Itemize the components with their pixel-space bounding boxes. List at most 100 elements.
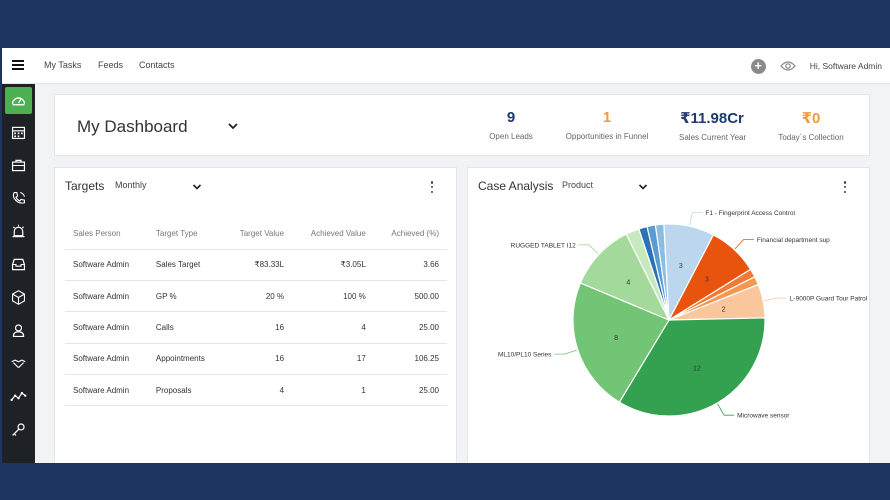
stat-value: ₹11.98Cr bbox=[680, 110, 744, 127]
table-cell: Proposals bbox=[147, 374, 223, 407]
table-cell: Software Admin bbox=[65, 311, 148, 344]
more-options-icon[interactable] bbox=[843, 181, 847, 193]
pie-slice[interactable] bbox=[625, 228, 670, 321]
table-header-row: Sales Person Target Type Target Value Ac… bbox=[65, 218, 447, 250]
targets-period-select[interactable]: Monthly bbox=[115, 180, 147, 190]
nav-feeds[interactable]: Feeds bbox=[98, 60, 124, 70]
briefcase-icon bbox=[11, 159, 26, 172]
pie-category-label: Microwave sensor bbox=[737, 413, 790, 420]
table-row[interactable]: Software Admin GP % 20 % 100 % 500.00 bbox=[65, 280, 447, 313]
targets-table: Sales Person Target Type Target Value Ac… bbox=[65, 218, 447, 407]
case-analysis-panel: Case Analysis Product 3 F1 - Fingerprint … bbox=[467, 167, 870, 463]
dashboard-icon bbox=[11, 97, 26, 106]
dashboard-header: My Dashboard 9 Open Leads 1 Opportunitie… bbox=[54, 94, 870, 156]
table-cell: Software Admin bbox=[65, 249, 148, 281]
table-cell: 16 bbox=[222, 343, 293, 376]
table-cell: 4 bbox=[222, 374, 293, 407]
table-row[interactable]: Software Admin Proposals 4 1 25.00 bbox=[65, 374, 447, 407]
app-frame: My Tasks Feeds Contacts + Hi, Software A… bbox=[2, 48, 890, 463]
sidebar-item-settings[interactable] bbox=[5, 416, 32, 443]
sidebar-item-users[interactable] bbox=[5, 317, 32, 344]
calendar-icon bbox=[11, 126, 26, 140]
pie-category-label: F1 - Fingerprint Access Control bbox=[705, 210, 795, 217]
chevron-down-icon[interactable] bbox=[638, 182, 648, 192]
pie-leader-line bbox=[734, 238, 754, 250]
sidebar-item-alerts[interactable] bbox=[5, 218, 32, 245]
table-cell: GP % bbox=[147, 280, 223, 313]
case-analysis-group-select[interactable]: Product bbox=[562, 180, 594, 190]
column-header: Sales Person bbox=[65, 218, 148, 250]
pie-slice[interactable] bbox=[572, 282, 670, 404]
table-cell: Calls bbox=[147, 311, 223, 344]
pie-leader-line bbox=[578, 244, 599, 255]
stat-opportunities[interactable]: 1 Opportunities in Funnel bbox=[565, 109, 649, 141]
pie-value-label: 3 bbox=[705, 277, 709, 284]
sidebar-item-dashboard[interactable] bbox=[5, 87, 32, 114]
pie-slice[interactable] bbox=[579, 233, 671, 322]
pie-category-label: RUGGED TABLET I12 bbox=[511, 242, 576, 249]
table-row[interactable]: Software Admin Sales Target ₹83.33L ₹3.05L 3… bbox=[65, 249, 447, 281]
nav-my-tasks[interactable]: My Tasks bbox=[44, 60, 82, 70]
pie-leader-line bbox=[763, 297, 787, 302]
add-icon[interactable]: + bbox=[750, 58, 766, 74]
pie-value-label: 3 bbox=[679, 263, 683, 270]
sidebar-item-products[interactable] bbox=[5, 284, 32, 311]
table-row[interactable]: Software Admin Appointments 16 17 106.25 bbox=[65, 343, 447, 376]
sidebar-item-calls[interactable] bbox=[5, 185, 32, 212]
top-bar: My Tasks Feeds Contacts + Hi, Software A… bbox=[2, 48, 890, 84]
pie-category-label: Financial department sup bbox=[757, 237, 830, 244]
stat-open-leads[interactable]: 9 Open Leads bbox=[489, 109, 533, 141]
pie-leader-line bbox=[554, 349, 577, 355]
table-cell: Software Admin bbox=[65, 374, 148, 407]
table-cell: 17 bbox=[292, 343, 374, 376]
stat-todays-collection[interactable]: ₹0 Today`s Collection bbox=[778, 109, 844, 142]
column-header: Achieved (%) bbox=[373, 218, 447, 250]
table-row[interactable]: Software Admin Calls 16 4 25.00 bbox=[65, 311, 447, 344]
case-analysis-pie-chart: 3 F1 - Fingerprint Access Control 3 Financi… bbox=[498, 210, 868, 420]
table-cell: Software Admin bbox=[65, 280, 148, 313]
chevron-down-icon[interactable] bbox=[227, 120, 239, 132]
table-cell: 16 bbox=[222, 311, 293, 344]
stat-value: ₹0 bbox=[801, 110, 821, 127]
page-title: My Dashboard bbox=[77, 117, 188, 136]
phone-icon bbox=[12, 191, 26, 204]
pie-value-label: 12 bbox=[693, 366, 701, 373]
stat-value: 9 bbox=[506, 109, 516, 126]
table-cell: 106.25 bbox=[373, 343, 447, 376]
menu-icon[interactable] bbox=[12, 60, 24, 70]
sidebar-item-calendar[interactable] bbox=[5, 119, 32, 146]
pie-value-label: 2 bbox=[722, 306, 726, 313]
sidebar bbox=[2, 84, 35, 463]
sidebar-item-reports[interactable] bbox=[5, 383, 32, 410]
stat-label: Sales Current Year bbox=[679, 133, 747, 142]
table-cell: ₹83.33L bbox=[222, 249, 293, 281]
package-icon bbox=[11, 290, 26, 305]
table-cell: 100 % bbox=[292, 280, 374, 313]
table-cell: 500.00 bbox=[373, 280, 447, 313]
eye-icon[interactable] bbox=[779, 60, 796, 72]
user-greeting[interactable]: Hi, Software Admin bbox=[809, 61, 882, 71]
pie-value-label: 4 bbox=[626, 279, 630, 286]
sidebar-item-deals[interactable] bbox=[5, 350, 32, 377]
stat-sales-current-year[interactable]: ₹11.98Cr Sales Current Year bbox=[679, 109, 747, 142]
sidebar-item-inbox[interactable] bbox=[5, 251, 32, 278]
table-cell: 25.00 bbox=[373, 374, 447, 407]
stat-label: Today`s Collection bbox=[778, 133, 844, 142]
handshake-icon bbox=[11, 359, 26, 368]
pie-value-label: 8 bbox=[614, 335, 618, 342]
pie-leader-line bbox=[717, 403, 735, 416]
table-cell: Sales Target bbox=[147, 249, 223, 281]
user-icon bbox=[12, 324, 25, 338]
nav-contacts[interactable]: Contacts bbox=[139, 60, 175, 70]
sidebar-item-briefcase[interactable] bbox=[5, 152, 32, 179]
more-options-icon[interactable] bbox=[430, 181, 434, 193]
table-cell: 25.00 bbox=[373, 311, 447, 344]
pie-category-label: L-9000P Guard Tour Patrol bbox=[790, 296, 868, 303]
stat-value: 1 bbox=[602, 109, 612, 126]
pie-category-label: ML10/PL10 Series bbox=[498, 352, 552, 359]
table-cell: 20 % bbox=[222, 280, 293, 313]
table-cell: Appointments bbox=[147, 343, 223, 376]
alarm-icon bbox=[12, 224, 25, 238]
inbox-icon bbox=[11, 258, 26, 271]
chevron-down-icon[interactable] bbox=[192, 182, 202, 192]
